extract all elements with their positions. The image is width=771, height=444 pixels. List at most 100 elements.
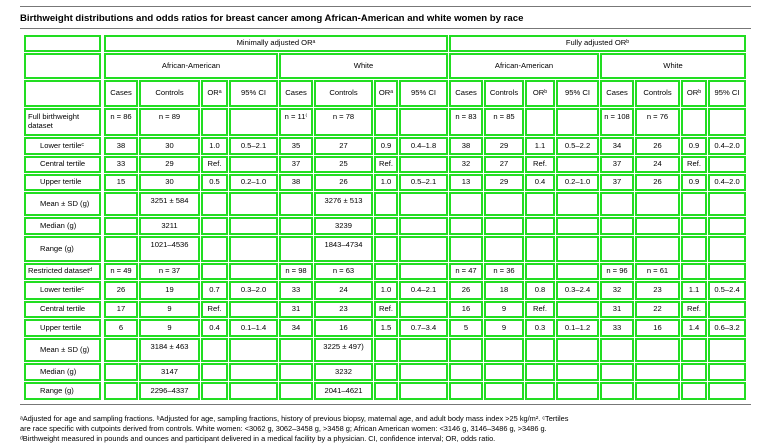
table-cell (201, 363, 228, 381)
table-cell (374, 382, 398, 400)
table-cell (399, 363, 448, 381)
table-cell (708, 382, 746, 400)
table-cell: 0.9 (681, 137, 707, 155)
table-cell (374, 217, 398, 235)
table-cell: 2296–4337 (139, 382, 200, 400)
table-cell: 0.9 (681, 174, 707, 191)
footnote-line: ᵃAdjusted for age and sampling fractions… (20, 414, 569, 423)
table-cell: 23 (635, 281, 680, 300)
column-header: 95% CI (399, 80, 448, 107)
table-cell (229, 192, 278, 216)
table-cell: 1.1 (525, 137, 555, 155)
table-cell: 27 (484, 156, 524, 173)
table-cell: 31 (600, 301, 634, 318)
column-header: 95% CI (556, 80, 599, 107)
table-cell (229, 382, 278, 400)
footnote-line: are race specific with cutpoints derived… (20, 424, 547, 433)
table-cell (708, 363, 746, 381)
table-cell: n = 85 (484, 108, 524, 136)
table-cell: 1.0 (374, 174, 398, 191)
column-header: ORᵇ (525, 80, 555, 107)
table-cell: 24 (314, 281, 373, 300)
table-cell: n = 63 (314, 263, 373, 280)
table-cell (708, 156, 746, 173)
table-cell (556, 217, 599, 235)
table-cell: 0.2–1.0 (556, 174, 599, 191)
table-cell (229, 108, 278, 136)
column-header: Cases (279, 80, 313, 107)
column-header: 95% CI (229, 80, 278, 107)
table-cell: 0.4–2.1 (399, 281, 448, 300)
column-header: 95% CI (708, 80, 746, 107)
table-cell (279, 382, 313, 400)
table-cell: 0.6–3.2 (708, 319, 746, 337)
table-cell (556, 236, 599, 262)
table-cell (635, 217, 680, 235)
table-cell (399, 236, 448, 262)
table-cell: 16 (449, 301, 483, 318)
table-cell: 2041–4621 (314, 382, 373, 400)
table-cell: 17 (104, 301, 138, 318)
race-header: African-American (449, 53, 599, 79)
table-cell (399, 217, 448, 235)
table-cell (484, 363, 524, 381)
table-cell: 27 (314, 137, 373, 155)
table-cell: 30 (139, 174, 200, 191)
table-cell (681, 236, 707, 262)
table-cell: 9 (139, 301, 200, 318)
table-cell: Ref. (525, 301, 555, 318)
table-cell (708, 192, 746, 216)
group-header-minimal: Minimally adjusted ORᵃ (104, 35, 448, 52)
table-cell: 0.4 (525, 174, 555, 191)
row-label: Range (g) (24, 382, 101, 400)
table-cell (484, 338, 524, 362)
header-stub (24, 53, 101, 79)
table-cell (201, 217, 228, 235)
table-cell (279, 217, 313, 235)
table-cell (600, 338, 634, 362)
table-cell: 1.0 (201, 137, 228, 155)
table-cell: 18 (484, 281, 524, 300)
table-cell: 26 (635, 137, 680, 155)
column-header: Controls (139, 80, 200, 107)
table-cell: 0.5–2.2 (556, 137, 599, 155)
table-cell (708, 263, 746, 280)
row-label: Median (g) (24, 363, 101, 381)
table-cell (374, 192, 398, 216)
table-cell: 9 (139, 319, 200, 337)
table-cell (229, 156, 278, 173)
table-cell (229, 301, 278, 318)
table-cell (449, 217, 483, 235)
table-cell (449, 192, 483, 216)
table-cell (681, 382, 707, 400)
header-stub (24, 35, 101, 52)
table-cell (399, 192, 448, 216)
table-cell (681, 363, 707, 381)
row-label: Lower tertileᶜ (24, 137, 101, 155)
table-cell (201, 108, 228, 136)
table-cell (201, 236, 228, 262)
table-cell (484, 236, 524, 262)
table-cell: Ref. (681, 156, 707, 173)
row-label: Central tertile (24, 301, 101, 318)
table-cell (449, 382, 483, 400)
row-label: Upper tertile (24, 174, 101, 191)
table-cell: n = 86 (104, 108, 138, 136)
row-label: Mean ± SD (g) (24, 192, 101, 216)
table-cell: 19 (139, 281, 200, 300)
table-cell: 9 (484, 301, 524, 318)
table-cell: 0.5–2.4 (708, 281, 746, 300)
table-cell (681, 263, 707, 280)
row-label: Mean ± SD (g) (24, 338, 101, 362)
table-cell (525, 363, 555, 381)
table-cell (708, 108, 746, 136)
table-cell: n = 76 (635, 108, 680, 136)
table-cell (229, 363, 278, 381)
column-header: Cases (449, 80, 483, 107)
table-cell: 0.5 (201, 174, 228, 191)
table-cell (449, 363, 483, 381)
table-cell: 31 (279, 301, 313, 318)
column-header: Controls (314, 80, 373, 107)
table-cell: 25 (314, 156, 373, 173)
table-cell: 0.2–1.0 (229, 174, 278, 191)
